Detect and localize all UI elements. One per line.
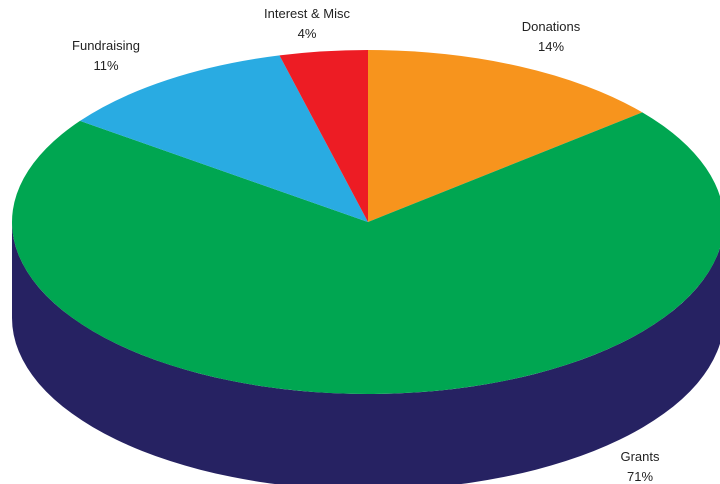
slice-donations <box>368 50 643 222</box>
value-grants: 71% <box>627 469 653 484</box>
pie-side <box>12 222 720 484</box>
slice-interest-misc <box>279 50 368 222</box>
value-donations: 14% <box>538 39 564 54</box>
value-interest-misc: 4% <box>298 26 317 41</box>
label-grants: Grants <box>620 449 660 464</box>
label-interest-misc: Interest & Misc <box>264 6 350 21</box>
pie-slices <box>12 50 720 394</box>
pie-labels: Donations 14% Interest & Misc 4% Fundrai… <box>72 6 660 484</box>
value-fundraising: 11% <box>93 58 118 73</box>
pie-side-wall <box>12 222 720 484</box>
label-fundraising: Fundraising <box>72 38 140 53</box>
slice-grants <box>12 112 720 394</box>
label-donations: Donations <box>522 19 581 34</box>
slice-fundraising <box>79 55 368 222</box>
